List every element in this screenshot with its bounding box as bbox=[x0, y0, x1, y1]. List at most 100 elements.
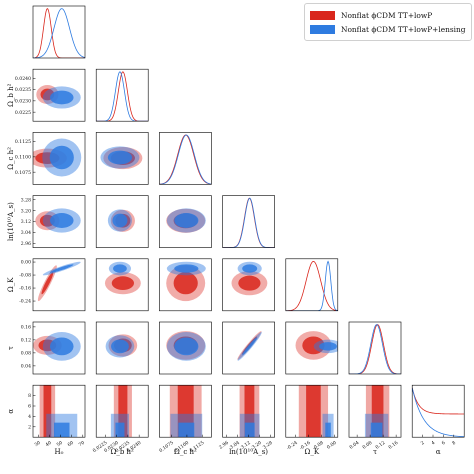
panel-omch2-lnAs bbox=[159, 195, 212, 248]
x-tick-label: 3.12 bbox=[240, 440, 252, 451]
marginal-tt_lowp_lensing bbox=[285, 260, 338, 311]
panel-H0-lnAs: 2.96 3.04 3.12 3.20 3.28 ln(10¹⁰A_s) bbox=[7, 195, 86, 248]
contour-1sigma-tt-lowp bbox=[118, 385, 128, 438]
panel-frame bbox=[32, 384, 86, 438]
panel-content bbox=[39, 385, 78, 438]
panel-ombh2-lnAs bbox=[95, 195, 149, 248]
panel-frame bbox=[159, 321, 212, 375]
marginal-tt_lowp_lensing bbox=[349, 324, 401, 374]
panel-content bbox=[166, 261, 206, 302]
y-axis-label: α bbox=[7, 409, 15, 414]
panel-content bbox=[104, 261, 141, 295]
y-tick-label: 0.04 bbox=[21, 363, 31, 369]
panel-alpha-alpha: 2 4 6 8 α bbox=[411, 384, 465, 456]
panel-frame bbox=[285, 384, 339, 438]
x-tick-label: 2 bbox=[420, 440, 426, 447]
contour-1sigma-tt-lowp bbox=[41, 272, 54, 295]
panel-lnAs-tau bbox=[222, 321, 275, 375]
panel-content bbox=[237, 331, 262, 361]
panel-frame bbox=[348, 321, 402, 375]
x-axis-label: α bbox=[436, 448, 441, 456]
contour-1sigma-tt-lowp-lensing bbox=[49, 213, 74, 228]
panel-H0-omk: -0.24 -0.16 -0.08 0.00 Ω_K bbox=[7, 258, 86, 312]
panel-omch2-tau bbox=[159, 321, 212, 375]
marginal-tt_lowp bbox=[285, 261, 338, 311]
legend-entry-tt-lowp-lensing: Nonflat ϕCDM TT+lowP+lensing bbox=[310, 23, 466, 35]
y-tick-label: 2 bbox=[28, 424, 31, 430]
contour-1sigma-tt-lowp-lensing bbox=[178, 422, 195, 438]
contour-1sigma-tt-lowp-lensing bbox=[49, 264, 74, 273]
panel-content bbox=[37, 261, 81, 302]
panel-frame bbox=[222, 258, 275, 312]
panel-frame bbox=[222, 195, 275, 248]
panel-content bbox=[100, 146, 143, 170]
x-tick-label: 0.1075 bbox=[158, 440, 175, 454]
marginal-tt_lowp_lensing bbox=[222, 197, 275, 248]
y-tick-label: 8 bbox=[28, 393, 31, 399]
x-tick-label: 6 bbox=[441, 440, 447, 447]
contour-1sigma-tt-lowp bbox=[111, 276, 134, 291]
legend: Nonflat ϕCDM TT+lowP Nonflat ϕCDM TT+low… bbox=[304, 3, 472, 41]
contour-1sigma-tt-lowp bbox=[302, 336, 325, 355]
panel-frame bbox=[285, 321, 339, 375]
x-axis-label: ln(10¹⁰A_s) bbox=[229, 448, 268, 456]
contour-1sigma-tt-lowp bbox=[306, 385, 321, 438]
contour-1sigma-tt-lowp-lensing bbox=[107, 150, 133, 165]
x-tick-label: 0.12 bbox=[374, 440, 386, 451]
marginal-tt_lowp bbox=[349, 324, 401, 374]
contour-1sigma-tt-lowp-lensing bbox=[49, 145, 74, 170]
contour-1sigma-tt-lowp-lensing bbox=[174, 264, 199, 273]
x-axis-label: Ω_K bbox=[305, 448, 320, 456]
contour-1sigma-tt-lowp-lensing bbox=[54, 422, 70, 438]
y-tick-label: 2.96 bbox=[21, 241, 31, 247]
panel-omch2-omk bbox=[159, 258, 212, 312]
y-tick-label: -0.16 bbox=[19, 286, 31, 292]
y-tick-label: 3.12 bbox=[21, 219, 31, 225]
panel-frame bbox=[348, 384, 402, 438]
x-tick-label: 3.04 bbox=[229, 440, 241, 451]
panel-frame bbox=[32, 258, 86, 312]
panel-frame bbox=[95, 321, 149, 375]
contour-1sigma-tt-lowp-lensing bbox=[244, 422, 255, 438]
panel-frame bbox=[32, 321, 86, 375]
x-tick-label: 3.20 bbox=[251, 440, 263, 451]
panel-frame bbox=[95, 258, 149, 312]
y-axis-label: Ω_c h² bbox=[7, 147, 15, 170]
panel-H0-H0 bbox=[32, 5, 86, 59]
y-tick-label: 0.1075 bbox=[15, 170, 31, 176]
panel-ombh2-omk bbox=[95, 258, 149, 312]
y-tick-label: 0.0240 bbox=[15, 76, 31, 82]
marginal-tt_lowp bbox=[222, 197, 275, 248]
x-tick-label: 4 bbox=[430, 440, 436, 447]
panel-content bbox=[33, 332, 81, 361]
x-axis-label: H₀ bbox=[55, 448, 64, 456]
contour-1sigma-tt-lowp bbox=[173, 272, 198, 295]
marginal-tt_lowp bbox=[412, 387, 465, 415]
y-tick-label: 3.04 bbox=[21, 230, 31, 236]
x-axis-label: Ω_c h² bbox=[174, 448, 197, 456]
y-tick-label: 3.28 bbox=[21, 197, 31, 203]
panel-frame bbox=[32, 132, 86, 185]
panel-content bbox=[166, 208, 206, 233]
y-tick-label: 0.1125 bbox=[15, 139, 31, 145]
panel-content bbox=[412, 387, 465, 438]
panel-frame bbox=[95, 384, 149, 438]
x-tick-label: 2.96 bbox=[218, 440, 230, 451]
x-axis-label: τ bbox=[373, 448, 377, 456]
contour-1sigma-tt-lowp-lensing bbox=[112, 213, 128, 228]
panel-content bbox=[36, 85, 81, 109]
y-tick-label: 0.08 bbox=[21, 350, 31, 356]
y-tick-label: 4 bbox=[28, 414, 31, 420]
legend-label-tt-lowp: Nonflat ϕCDM TT+lowP bbox=[341, 10, 433, 20]
y-tick-label: 0.00 bbox=[21, 260, 31, 266]
panel-content bbox=[349, 324, 401, 374]
panel-omch2-omch2 bbox=[159, 132, 212, 185]
panel-content bbox=[222, 197, 275, 248]
contour-1sigma-tt-lowp-lensing bbox=[319, 342, 337, 351]
